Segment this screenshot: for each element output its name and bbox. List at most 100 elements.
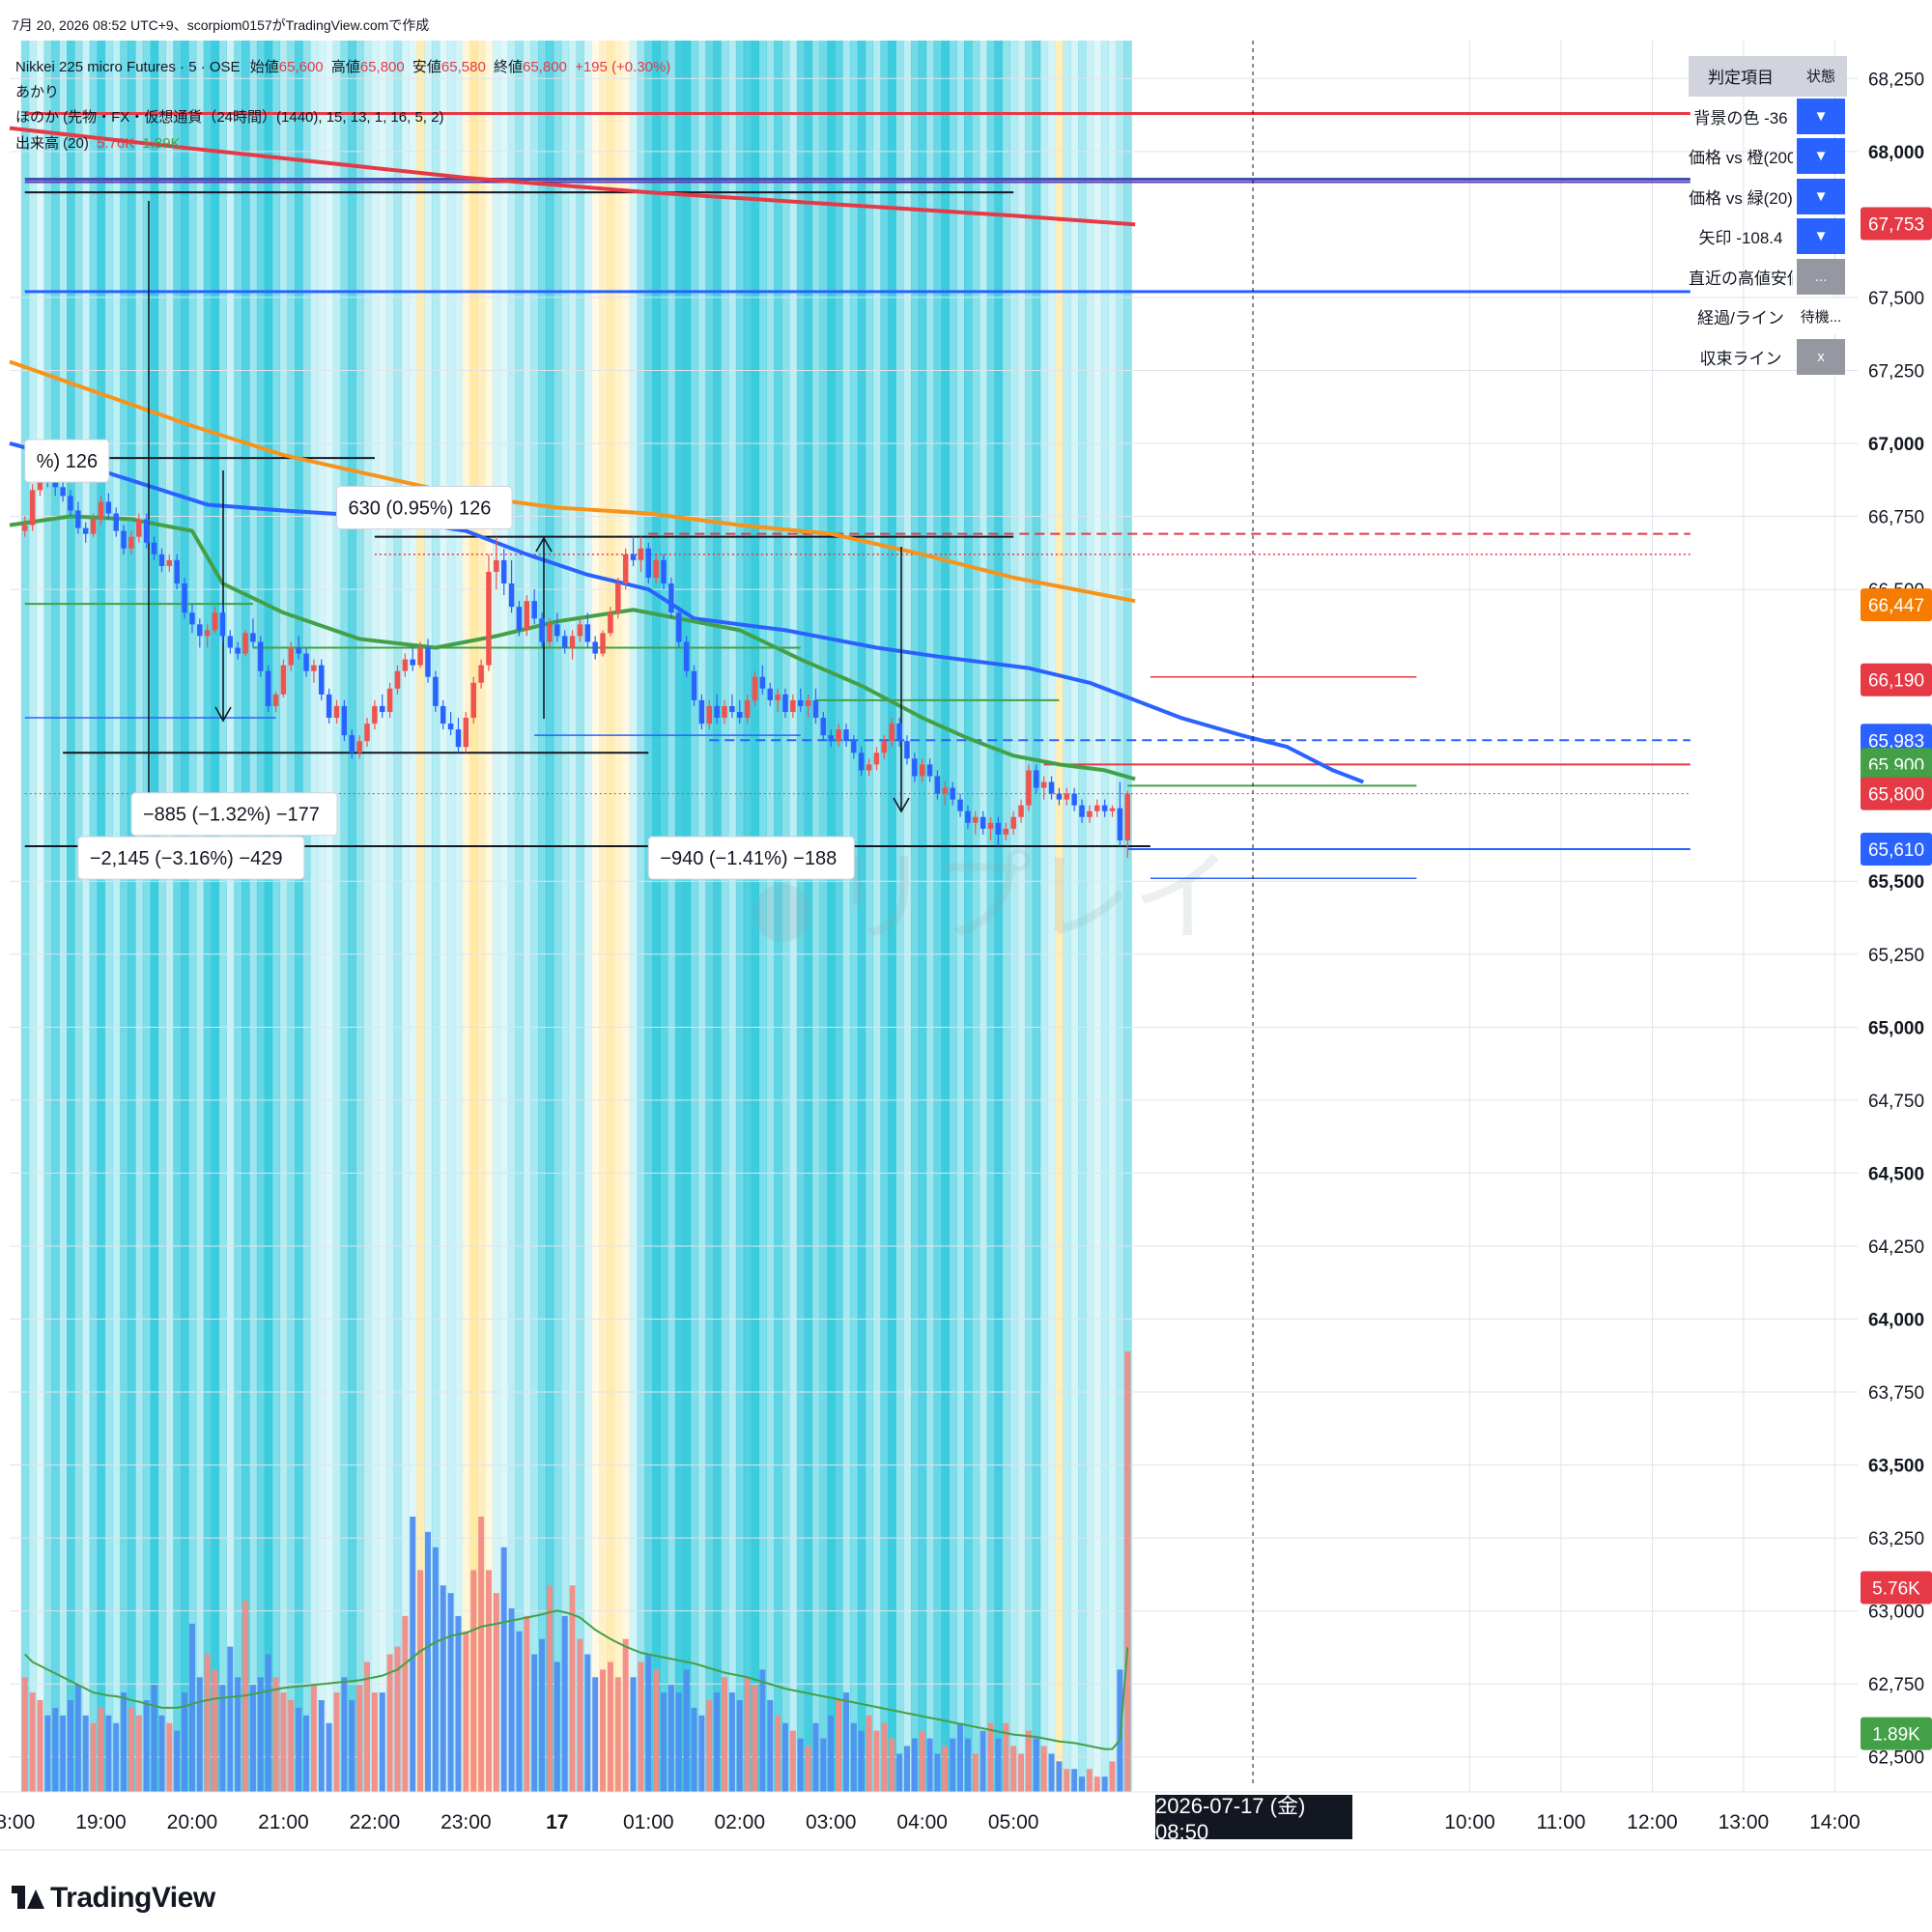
price-tick: 68,000 <box>1868 143 1924 163</box>
background-band <box>766 41 775 1792</box>
candle-body <box>227 636 234 648</box>
candle-body <box>812 699 819 719</box>
background-band <box>697 41 706 1792</box>
ma-green-20 <box>9 514 1136 781</box>
volume-bar <box>531 1654 538 1792</box>
background-band <box>933 41 942 1792</box>
background-band <box>925 41 935 1792</box>
volume-bar <box>1056 1761 1063 1792</box>
price-tick: 62,500 <box>1868 1748 1924 1769</box>
background-band <box>128 41 136 1792</box>
background-band <box>363 41 372 1792</box>
background-band <box>431 41 440 1792</box>
candle-body <box>775 694 781 700</box>
time-tick: 03:00 <box>806 1811 857 1833</box>
panel-row: 矢印 -108.4 ▼ <box>1689 216 1847 257</box>
volume-bar <box>622 1638 629 1792</box>
panel-row-status: ... <box>1797 258 1845 295</box>
grid <box>10 41 1858 1792</box>
volume-bar <box>113 1722 120 1792</box>
volume-bar <box>371 1692 378 1792</box>
price-label-box <box>1861 207 1932 241</box>
volume-bar <box>333 1692 340 1792</box>
indicator-volume[interactable]: 出来高 (20) 5.76K 1.89K <box>15 132 181 153</box>
background-band <box>560 41 570 1792</box>
volume-bar <box>752 1685 758 1792</box>
background-band <box>416 41 425 1792</box>
candle-body <box>866 764 872 771</box>
background-band <box>1085 41 1094 1792</box>
measure-label-box <box>647 836 855 880</box>
candle-body <box>957 799 963 811</box>
background-band <box>576 41 584 1792</box>
candle-body <box>1094 805 1100 811</box>
candle-body <box>447 724 454 730</box>
volume-bar <box>44 1715 51 1792</box>
background-band <box>112 41 121 1792</box>
volume-bar <box>842 1692 849 1792</box>
background-band <box>949 41 957 1792</box>
volume-bar <box>493 1593 499 1792</box>
volume-bar <box>972 1753 979 1792</box>
background-band <box>986 41 996 1792</box>
volume-bar <box>1018 1753 1025 1792</box>
candle-body <box>394 670 401 689</box>
indicator-honoka[interactable]: ほのか (先物・FX・仮想通貨（24時間）(1440), 15, 13, 1, … <box>15 109 444 126</box>
created-by-header: 7月 20, 2026 08:52 UTC+9、scorpiom0157がTra… <box>12 17 430 33</box>
candle-body <box>455 729 462 748</box>
background-band <box>370 41 380 1792</box>
background-band <box>43 41 52 1792</box>
candle-body <box>858 753 865 771</box>
price-label: 67,753 <box>1868 214 1924 235</box>
candle-body <box>280 665 287 695</box>
background-band <box>857 41 867 1792</box>
candle-body <box>698 699 705 724</box>
indicator-akari[interactable]: あかり <box>15 84 60 100</box>
volume-bar <box>759 1669 766 1792</box>
candle-body <box>676 612 682 642</box>
tradingview-logo[interactable]: TradingView <box>12 1882 215 1915</box>
candle-body <box>204 630 211 637</box>
panel-row-status: ▼ <box>1797 138 1845 175</box>
volume-bar <box>143 1700 150 1792</box>
measure-label-box <box>130 792 338 837</box>
background-band <box>804 41 813 1792</box>
candle-body <box>782 694 788 712</box>
volume-bar <box>356 1685 363 1792</box>
candle-body <box>531 601 537 619</box>
symbol-name[interactable]: Nikkei 225 micro Futures · 5 · OSE <box>15 59 241 75</box>
candle-body <box>349 735 355 753</box>
candle-body <box>683 641 690 671</box>
candle-body <box>950 787 955 800</box>
volume-bars <box>21 1351 1131 1792</box>
candle-body <box>759 676 766 689</box>
background-band <box>1070 41 1079 1792</box>
background-band <box>713 41 722 1792</box>
volume-bar <box>1101 1776 1108 1792</box>
background-band <box>181 41 189 1792</box>
volume-bar <box>722 1677 727 1792</box>
volume-bar <box>873 1730 880 1792</box>
price-label: 66,190 <box>1868 671 1924 692</box>
background-band <box>865 41 874 1792</box>
open-label: 始値 <box>249 59 279 75</box>
volume-bar <box>614 1677 621 1792</box>
time-tick: 21:00 <box>258 1811 309 1833</box>
volume-bar <box>957 1722 964 1792</box>
panel-header-item: 判定項目 <box>1708 69 1774 88</box>
replay-icon <box>753 884 811 942</box>
replay-watermark: リプレイ <box>831 838 1233 956</box>
background-band <box>956 41 965 1792</box>
panel-row-label: 矢印 -108.4 <box>1698 229 1783 248</box>
volume-bar <box>820 1738 827 1792</box>
candle-body <box>584 624 591 642</box>
candle-body <box>386 688 393 712</box>
time-tick: 23:00 <box>440 1811 492 1833</box>
background-band <box>20 41 30 1792</box>
panel-row-label: 価格 vs 橙(200) <box>1689 149 1793 168</box>
volume-bar <box>675 1692 682 1792</box>
price-label: 65,983 <box>1868 731 1924 752</box>
candle-body <box>52 481 58 488</box>
volume-bar <box>52 1707 59 1792</box>
